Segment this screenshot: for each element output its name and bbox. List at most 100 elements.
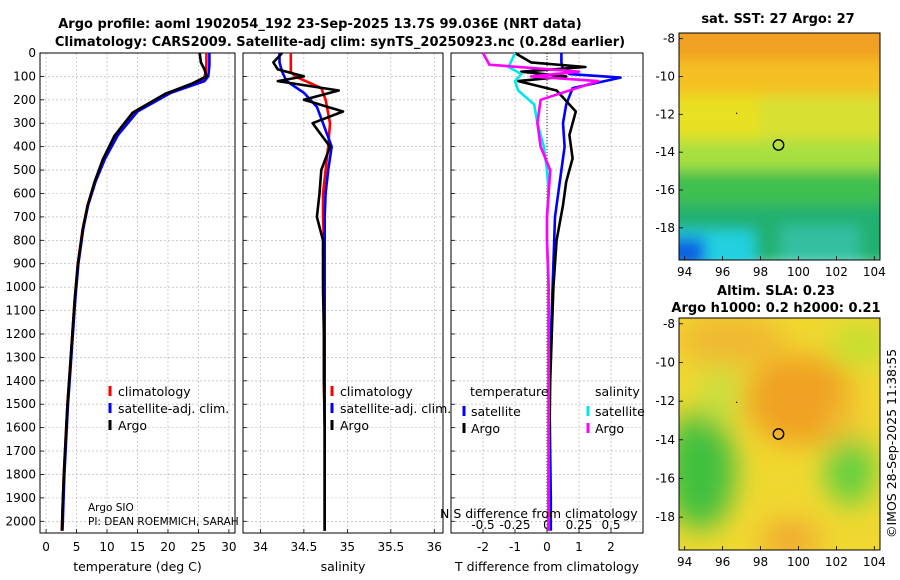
sla-map-title-line1: Altim. SLA: 0.23 xyxy=(717,284,835,299)
x-axis-label: temperature (deg C) xyxy=(73,559,202,574)
y-tick-label: 400 xyxy=(13,140,36,154)
pi-credit: PI: DEAN ROEMMICH, SARAH xyxy=(88,516,239,528)
map-x-tick-label: 102 xyxy=(825,555,848,569)
y-tick-label: 2000 xyxy=(5,514,36,528)
sst-argo-marker xyxy=(772,139,785,151)
map-x-tick-label: 96 xyxy=(715,265,730,279)
legend-label: satellite xyxy=(471,404,521,419)
x-tick-label: 35.5 xyxy=(377,540,404,554)
imos-timestamp: ©IMOS 28-Sep-2025 11:38:55 xyxy=(884,349,899,538)
x-tick-label: 34.5 xyxy=(291,540,318,554)
figure-title-line1: Argo profile: aoml 1902054_192 23-Sep-20… xyxy=(58,17,582,32)
y-tick-label: 1000 xyxy=(5,280,36,294)
y-tick-label: 1900 xyxy=(5,491,36,505)
overlap-diff-label: N S difference from climatology xyxy=(440,506,638,521)
map-x-tick-label: 96 xyxy=(715,555,730,569)
x-tick-label: 1 xyxy=(575,540,583,554)
y-tick-label: 1600 xyxy=(5,421,36,435)
y-tick-label: 200 xyxy=(13,93,36,107)
x-tick-label: 2 xyxy=(607,540,615,554)
map-y-tick-label: -18 xyxy=(655,221,675,235)
legend-label: Argo xyxy=(471,421,500,436)
y-tick-label: 300 xyxy=(13,116,36,130)
legend-label: satellite-adj. clim. xyxy=(340,401,451,416)
legend-label: Argo xyxy=(595,421,624,436)
map-y-tick-label: -12 xyxy=(655,394,675,408)
map-x-tick-label: 94 xyxy=(677,555,692,569)
map-x-tick-label: 104 xyxy=(863,555,886,569)
map-y-tick-label: -12 xyxy=(655,107,675,121)
legend-label: satellite xyxy=(595,404,645,419)
secondary-x-tick-label: -0.25 xyxy=(499,518,530,532)
x-tick-label: 0 xyxy=(42,540,50,554)
sla-argo-marker xyxy=(772,428,785,440)
map-y-tick-label: -14 xyxy=(655,145,675,159)
map-y-tick-label: -8 xyxy=(663,317,675,331)
temperature-panel: 0100200300400500600700800900100011001200… xyxy=(5,46,236,574)
y-tick-label: 800 xyxy=(13,233,36,247)
series-line-argo xyxy=(60,52,208,531)
plot-frame xyxy=(39,52,236,534)
legend-label: climatology xyxy=(340,384,413,399)
sst-map-field xyxy=(679,33,880,260)
argo-credit: Argo SIO xyxy=(88,502,134,514)
plot-area xyxy=(243,53,443,533)
map-y-tick-label: -10 xyxy=(655,355,675,369)
x-tick-label: 20 xyxy=(160,540,175,554)
map-y-tick-label: -16 xyxy=(655,471,675,485)
sst-map-axes: 94 96 98 100 102 104 -8 -10 -12 -14 -16 -18 xyxy=(655,32,885,279)
y-tick-label: 100 xyxy=(13,69,36,83)
legend-label: Argo xyxy=(340,418,369,433)
x-tick-label: 0 xyxy=(543,540,551,554)
y-tick-label: 1300 xyxy=(5,350,36,364)
map-y-tick-label: -16 xyxy=(655,183,675,197)
y-tick-label: 1200 xyxy=(5,327,36,341)
x-tick-label: 5 xyxy=(73,540,81,554)
map-y-tick-label: -18 xyxy=(655,510,675,524)
sla-map-title-line2: Argo h1000: 0.2 h2000: 0.21 xyxy=(671,301,880,316)
x-axis-label: T difference from climatology xyxy=(454,559,640,574)
x-axis-label: salinity xyxy=(321,559,366,574)
x-tick-label: -2 xyxy=(477,540,489,554)
sla-map-axes: 94 96 98 100 102 104 -8 -10 -12 -14 -16 -18 xyxy=(655,317,885,569)
map-x-tick-label: 98 xyxy=(753,555,768,569)
map-x-tick-label: 102 xyxy=(825,265,848,279)
x-tick-label: 10 xyxy=(99,540,114,554)
y-tick-label: 700 xyxy=(13,210,36,224)
map-x-tick-label: 100 xyxy=(787,555,810,569)
difference-panel: -2 -1 0 1 2-0.5 -0.25 0 0.25 0.5T difference fro… xyxy=(450,51,645,574)
y-tick-label: 1400 xyxy=(5,374,36,388)
secondary-x-tick-label: 0.5 xyxy=(601,518,620,532)
map-x-tick-label: 100 xyxy=(787,265,810,279)
map-y-tick-label: -14 xyxy=(655,433,675,447)
sst-map-frame xyxy=(678,32,881,261)
map-y-tick-label: -8 xyxy=(663,32,675,46)
plot-frame xyxy=(450,52,644,534)
legend-title-temperature: temperature xyxy=(470,384,549,399)
sla-map-field xyxy=(679,318,880,550)
y-tick-label: 1700 xyxy=(5,444,36,458)
y-tick-label: 1500 xyxy=(5,397,36,411)
x-tick-label: 15 xyxy=(130,540,145,554)
salinity-panel: 34 34.5 35 35.5 36 salinity climatology satelli… xyxy=(242,52,451,574)
secondary-x-tick-label: 0.25 xyxy=(566,518,593,532)
sst-map-title: sat. SST: 27 Argo: 27 xyxy=(701,12,854,27)
figure-title-line2: Climatology: CARS2009. Satellite-adj cli… xyxy=(55,35,625,50)
x-tick-label: 35 xyxy=(340,540,355,554)
x-tick-label: -1 xyxy=(509,540,521,554)
map-x-tick-label: 98 xyxy=(753,265,768,279)
x-tick-label: 36 xyxy=(427,540,442,554)
y-tick-label: 0 xyxy=(28,46,36,60)
sla-island-mark: · xyxy=(735,397,738,409)
x-tick-label: 30 xyxy=(221,540,236,554)
legend-title-salinity: salinity xyxy=(595,384,640,399)
series-line-argo xyxy=(272,52,345,531)
sla-map-frame xyxy=(678,317,881,551)
legend-label: Argo xyxy=(118,418,147,433)
y-tick-label: 1100 xyxy=(5,304,36,318)
x-tick-label: 25 xyxy=(191,540,206,554)
legend-label: satellite-adj. clim. xyxy=(118,401,229,416)
secondary-x-tick-label: -0.5 xyxy=(471,518,494,532)
map-y-tick-label: -10 xyxy=(655,70,675,84)
